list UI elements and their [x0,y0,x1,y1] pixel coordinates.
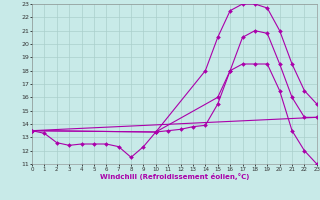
X-axis label: Windchill (Refroidissement éolien,°C): Windchill (Refroidissement éolien,°C) [100,173,249,180]
